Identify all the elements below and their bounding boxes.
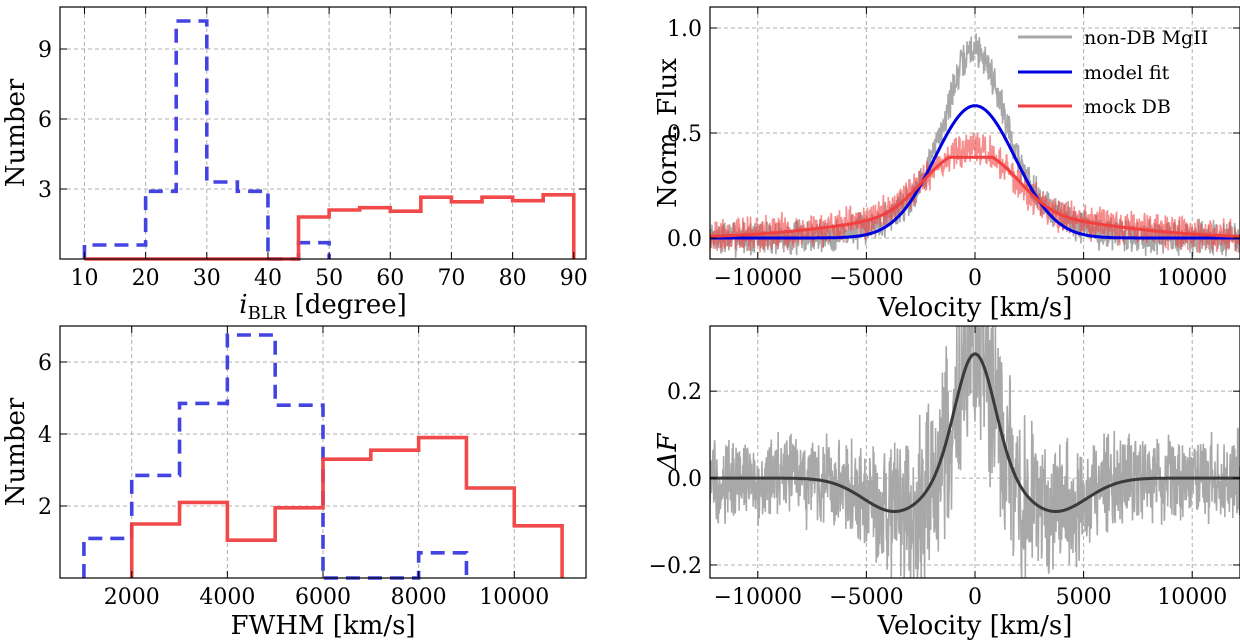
y-tick-label: 6 bbox=[38, 108, 52, 133]
residual-model-line bbox=[710, 352, 1240, 513]
x-tick-label: 5000 bbox=[1056, 266, 1112, 291]
y-axis-label: ΔF bbox=[653, 433, 683, 472]
x-tick-label: 50 bbox=[315, 266, 343, 291]
solid-histogram bbox=[129, 435, 564, 578]
panel-spectrum: −10000 −5000 0 5000 10000 0.0 0.5 1.0 Velocity … bbox=[653, 6, 1240, 323]
x-axis-label: iBLR [degree] bbox=[239, 290, 407, 324]
y-tick-label: 9 bbox=[38, 38, 52, 63]
x-tick-label: 0 bbox=[968, 266, 982, 291]
x-tick-label: 2000 bbox=[104, 585, 160, 610]
x-tick-label: 5000 bbox=[1056, 585, 1112, 610]
y-tick-label: 1.0 bbox=[667, 17, 702, 42]
x-tick-label: 10000 bbox=[1157, 266, 1227, 291]
x-tick-label: 10000 bbox=[1157, 585, 1227, 610]
y-tick-label: 4 bbox=[38, 423, 52, 448]
spectrum-lines bbox=[710, 33, 1240, 258]
non-db-spectrum-line bbox=[710, 33, 1240, 258]
tick-labels: −10000 −5000 0 5000 10000 0.0 0.5 1.0 bbox=[667, 7, 1240, 291]
y-axis-label: Number bbox=[1, 78, 31, 187]
y-tick-label: 6 bbox=[38, 351, 52, 376]
solid-histogram bbox=[84, 193, 576, 261]
x-tick-label: 80 bbox=[499, 266, 527, 291]
x-tick-label: −10000 bbox=[714, 266, 802, 291]
x-tick-label: 10 bbox=[70, 266, 98, 291]
model-fit-line bbox=[710, 104, 1240, 240]
panel-fwhm-histogram: 2000 4000 6000 8000 10000 2 4 6 FWHM [km/s] Num… bbox=[1, 325, 587, 641]
x-axis-label: FWHM [km/s] bbox=[230, 611, 415, 641]
x-tick-label: 30 bbox=[193, 266, 221, 291]
x-axis-label: Velocity [km/s] bbox=[877, 611, 1073, 641]
x-tick-label: 10000 bbox=[479, 585, 549, 610]
panel-inclination-histogram: 10 20 30 40 50 60 70 80 90 3 6 9 iBLR [degree] Numb… bbox=[1, 6, 588, 324]
residual-lines bbox=[710, 326, 1240, 578]
y-axis-label: Norm. Flux bbox=[653, 58, 683, 208]
histogram-bars bbox=[82, 19, 576, 261]
x-tick-label: −10000 bbox=[714, 585, 802, 610]
y-tick-label: 2 bbox=[38, 495, 52, 520]
x-tick-label: 40 bbox=[254, 266, 282, 291]
legend-label-non-db: non-DB MgII bbox=[1084, 27, 1208, 49]
x-tick-label: −5000 bbox=[829, 585, 903, 610]
x-tick-label: 4000 bbox=[199, 585, 255, 610]
x-axis-label: Velocity [km/s] bbox=[877, 293, 1073, 323]
mock-db-smooth-line bbox=[710, 155, 1240, 238]
y-tick-label: 0.2 bbox=[667, 380, 702, 405]
x-tick-label: −5000 bbox=[829, 266, 903, 291]
x-tick-label: 6000 bbox=[295, 585, 351, 610]
tick-labels: −10000 −5000 0 5000 10000 −0.2 0.0 0.2 bbox=[649, 326, 1240, 610]
y-tick-label: 0.0 bbox=[667, 467, 702, 492]
x-tick-label: 60 bbox=[376, 266, 404, 291]
x-tick-label: 8000 bbox=[391, 585, 447, 610]
grid bbox=[60, 7, 586, 259]
tick-labels: 10 20 30 40 50 60 70 80 90 3 6 9 bbox=[38, 7, 588, 291]
x-tick-label: 20 bbox=[132, 266, 160, 291]
tick-labels: 2000 4000 6000 8000 10000 2 4 6 bbox=[38, 326, 586, 610]
legend-label-mock-db: mock DB bbox=[1084, 96, 1171, 118]
plot-frame bbox=[59, 6, 587, 260]
residual-noisy-line bbox=[710, 326, 1240, 578]
dashed-histogram bbox=[82, 19, 331, 261]
legend-label-model-fit: model fit bbox=[1084, 62, 1170, 84]
panel-residual: −10000 −5000 0 5000 10000 −0.2 0.0 0.2 Velocity… bbox=[649, 325, 1240, 641]
y-tick-label: −0.2 bbox=[649, 554, 702, 579]
x-tick-label: 90 bbox=[560, 266, 588, 291]
x-tick-label: 0 bbox=[968, 585, 982, 610]
y-tick-label: 0.5 bbox=[667, 122, 702, 147]
y-tick-label: 3 bbox=[38, 178, 52, 203]
legend: non-DB MgII model fit mock DB bbox=[1018, 27, 1208, 118]
x-tick-label: 70 bbox=[437, 266, 465, 291]
histogram-bars bbox=[82, 333, 564, 580]
y-axis-label: Number bbox=[1, 397, 31, 506]
y-tick-label: 0.0 bbox=[667, 227, 702, 252]
